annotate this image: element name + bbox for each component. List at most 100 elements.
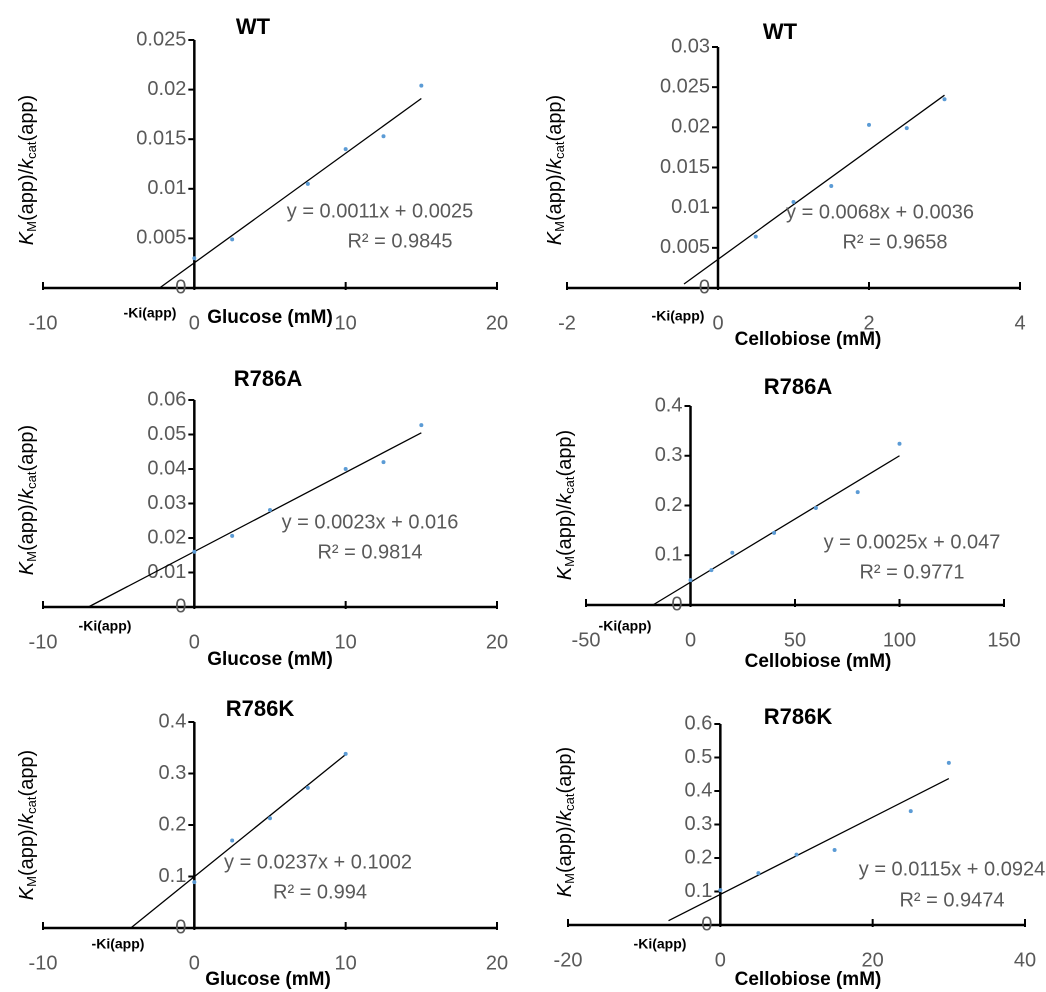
x-tick-label: 0 [715,949,726,971]
y-label-part: k [554,493,576,504]
fit-equation: y = 0.0011x + 0.0025 [287,200,473,222]
y-label-part: cat [24,471,39,489]
x-tick-label: -10 [29,631,58,653]
y-tick-label: 0.4 [685,779,713,801]
x-tick-label: -2 [558,312,576,334]
y-label-part: M [24,221,39,232]
y-tick-label: 0 [175,595,186,617]
x-axis-label: Glucose (mM) [205,969,331,990]
x-tick-label: 40 [1014,949,1036,971]
y-tick-label: 0.025 [136,28,186,50]
y-label-part: (app)/ [554,820,576,873]
trendline [652,455,900,606]
x-tick-label: 0 [189,952,200,974]
x-axis-label: Cellobiose (mM) [745,651,892,672]
data-point [419,423,424,428]
data-point [381,460,386,465]
y-tick-label: 0.06 [147,388,186,410]
y-tick-label: 0.4 [159,710,187,732]
y-tick-label: 0 [701,913,712,935]
data-point [867,122,871,127]
y-tick-label: 0 [699,276,710,298]
data-point [942,97,947,102]
x-tick-label: -20 [554,949,583,971]
y-tick-label: 0.04 [147,457,186,479]
data-point [813,505,818,510]
x-axis-label: Cellobiose (mM) [735,329,882,350]
y-tick-label: 0.005 [660,236,710,258]
data-point [230,533,235,538]
y-axis-label: KM(app)/kcat(app) [16,425,39,575]
y-label-part: M [562,873,577,884]
fit-r2: R² = 0.9474 [899,889,1004,911]
data-point [730,550,735,555]
y-label-part: k [16,158,38,169]
y-label-part: K [554,882,576,897]
y-tick-label: 0.4 [655,394,683,416]
y-label-part: (app)/ [16,498,38,551]
ki-annotation: -Ki(app) [124,305,177,321]
y-tick-label: 0.1 [159,865,187,887]
x-axis-label: Glucose (mM) [207,307,333,328]
data-point [897,441,902,446]
y-tick-label: 0.02 [671,116,710,138]
ki-annotation: -Ki(app) [599,618,652,634]
fit-equation: y = 0.0068x + 0.0036 [786,201,974,223]
y-label-part: (app)/ [544,168,566,221]
x-tick-label: 2 [863,312,874,334]
y-label-part: cat [24,796,39,814]
panel: -20 0 20 40 0 0.1 0.2 0.3 0.4 0.5 0.6 R786K Cellobio… [554,704,1046,990]
y-tick-label: 0.3 [655,444,683,466]
data-point [718,888,723,893]
data-point [709,568,714,573]
x-tick-label: -50 [572,629,601,651]
y-label-part: M [24,551,39,562]
data-point [756,871,761,876]
y-label-part: (app) [16,95,38,142]
chart-title: R786A [764,374,833,399]
y-tick-label: 0 [175,916,186,938]
chart-title: WT [763,19,798,44]
y-tick-label: 0 [175,276,186,298]
data-point [832,847,837,852]
chart-title: R786K [764,704,833,729]
y-tick-label: 0.02 [147,526,186,548]
y-label-part: M [552,221,567,232]
data-point [794,852,799,857]
ki-annotation: -Ki(app) [79,618,132,634]
data-point [946,760,951,765]
y-tick-label: 0.02 [147,78,186,100]
data-point [268,816,272,821]
data-point [305,785,310,790]
y-tick-label: 0.01 [147,177,186,199]
ki-annotation: -Ki(app) [92,936,145,952]
y-tick-label: 0.1 [655,544,683,566]
trendline [88,432,422,608]
data-point [343,147,348,152]
data-point [791,200,796,205]
fit-r2: R² = 0.9658 [842,231,947,253]
y-label-part: k [16,488,38,499]
x-tick-label: 50 [784,629,806,651]
x-tick-label: 20 [486,312,508,334]
ki-annotation: -Ki(app) [652,308,705,324]
panel: -50 0 50 100 150 0 0.1 0.2 0.3 0.4 R786A Cellobiose… [554,374,1020,672]
data-point [343,751,348,756]
fit-r2: R² = 0.9771 [859,561,964,583]
data-point [904,126,909,131]
y-tick-label: 0.03 [671,35,710,57]
y-label-part: K [554,565,576,580]
chart-title: R786K [226,696,295,721]
fit-equation: y = 0.0023x + 0.016 [282,511,459,533]
data-point [908,809,913,814]
fit-r2: R² = 0.9814 [317,541,422,563]
fit-r2: R² = 0.994 [273,881,367,903]
data-point [268,508,272,513]
x-axis-label: Cellobiose (mM) [735,969,882,990]
y-tick-label: 0.005 [136,227,186,249]
chart-title: WT [236,14,271,39]
y-label-part: (app) [554,747,576,794]
data-point [772,530,777,535]
x-tick-label: 20 [862,949,884,971]
